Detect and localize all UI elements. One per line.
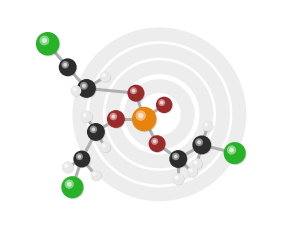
Circle shape (193, 136, 212, 155)
Circle shape (227, 145, 236, 155)
Circle shape (170, 151, 188, 169)
Circle shape (67, 182, 72, 187)
Circle shape (100, 72, 111, 83)
Circle shape (78, 80, 97, 99)
Circle shape (59, 59, 77, 77)
Circle shape (103, 74, 105, 76)
Circle shape (100, 142, 111, 153)
Circle shape (36, 32, 59, 55)
Circle shape (189, 168, 193, 173)
Circle shape (224, 142, 246, 164)
Circle shape (59, 58, 76, 76)
Circle shape (158, 99, 165, 106)
Circle shape (103, 144, 105, 147)
Circle shape (202, 121, 213, 131)
Circle shape (62, 162, 74, 174)
Circle shape (61, 176, 83, 198)
Circle shape (132, 107, 156, 131)
Circle shape (82, 113, 87, 118)
Circle shape (37, 33, 60, 56)
Circle shape (77, 79, 96, 98)
Circle shape (193, 160, 198, 164)
Circle shape (136, 110, 146, 121)
Circle shape (130, 87, 137, 94)
Circle shape (107, 110, 125, 128)
Circle shape (204, 122, 208, 127)
Circle shape (174, 175, 179, 180)
Circle shape (62, 177, 84, 199)
Circle shape (133, 108, 157, 132)
Circle shape (80, 82, 88, 90)
Circle shape (192, 135, 211, 154)
Circle shape (224, 143, 247, 165)
Circle shape (192, 158, 203, 169)
Circle shape (138, 113, 143, 118)
Circle shape (92, 172, 97, 176)
Circle shape (108, 111, 125, 129)
Circle shape (62, 161, 74, 173)
Circle shape (173, 174, 184, 185)
Circle shape (64, 179, 74, 189)
Circle shape (172, 173, 184, 185)
Circle shape (74, 151, 91, 168)
Circle shape (91, 170, 101, 181)
Circle shape (76, 153, 83, 160)
Circle shape (151, 138, 158, 145)
Circle shape (70, 85, 81, 96)
Circle shape (83, 114, 86, 116)
Circle shape (73, 150, 90, 168)
Circle shape (93, 173, 96, 175)
Circle shape (72, 87, 77, 92)
Circle shape (81, 111, 93, 123)
Circle shape (174, 154, 178, 159)
Circle shape (82, 84, 86, 88)
Circle shape (149, 136, 166, 153)
Circle shape (132, 89, 135, 93)
Circle shape (160, 101, 164, 104)
Circle shape (63, 63, 67, 67)
Circle shape (128, 85, 145, 102)
Circle shape (175, 176, 178, 179)
Circle shape (39, 35, 49, 45)
Circle shape (90, 126, 97, 133)
Circle shape (65, 164, 67, 167)
Circle shape (92, 128, 95, 131)
Circle shape (100, 71, 111, 82)
Circle shape (91, 170, 102, 181)
Circle shape (195, 138, 203, 146)
Circle shape (42, 38, 47, 43)
Circle shape (100, 142, 111, 153)
Circle shape (205, 123, 207, 126)
Circle shape (153, 139, 157, 143)
Circle shape (78, 155, 81, 159)
Circle shape (169, 150, 187, 168)
Circle shape (71, 86, 82, 97)
Circle shape (188, 167, 198, 178)
Circle shape (101, 144, 106, 148)
Circle shape (111, 114, 116, 119)
Circle shape (128, 85, 144, 102)
Circle shape (172, 153, 179, 160)
Circle shape (203, 121, 214, 132)
Circle shape (229, 148, 234, 153)
Circle shape (81, 111, 92, 123)
Circle shape (148, 135, 166, 152)
Circle shape (64, 163, 68, 168)
Circle shape (190, 169, 192, 172)
Circle shape (157, 97, 173, 114)
Circle shape (156, 97, 172, 113)
Circle shape (73, 88, 76, 90)
Circle shape (194, 161, 197, 163)
Circle shape (187, 167, 198, 177)
Circle shape (197, 140, 201, 144)
Circle shape (87, 123, 105, 141)
Circle shape (88, 124, 106, 142)
Circle shape (61, 61, 69, 69)
Circle shape (192, 159, 203, 169)
Circle shape (110, 113, 117, 120)
Circle shape (101, 73, 106, 77)
